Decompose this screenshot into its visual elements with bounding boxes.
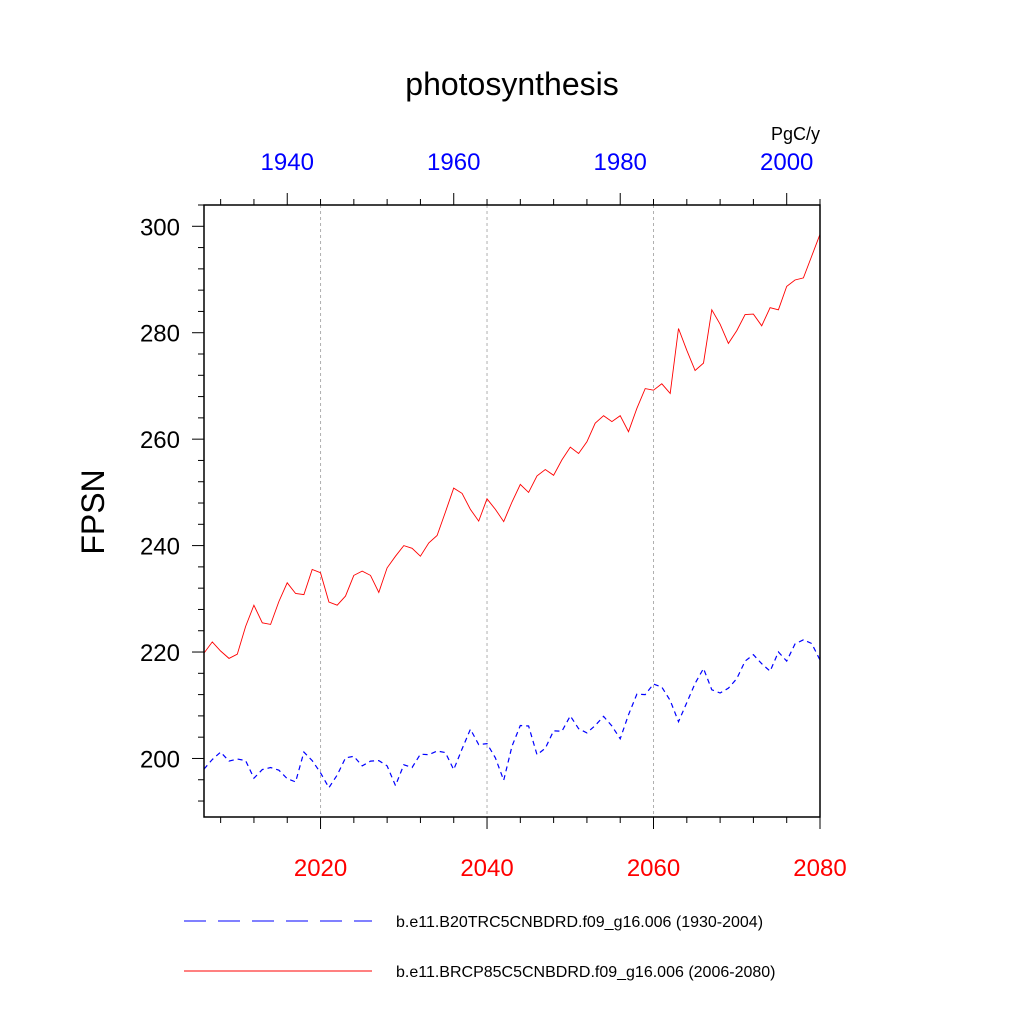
y-tick-label-280: 280	[140, 321, 180, 348]
plot-frame	[203, 204, 821, 818]
x-top-tick-label-2000: 2000	[760, 149, 813, 176]
x-bottom-tick-label-2080: 2080	[793, 855, 846, 882]
series-line-rcp85	[203, 234, 821, 659]
y-tick-label-220: 220	[140, 640, 180, 667]
units-label: PgC/y	[771, 124, 820, 144]
x-bottom-tick-label-2040: 2040	[460, 855, 513, 882]
y-tick-label-300: 300	[140, 214, 180, 241]
y-tick-label-200: 200	[140, 746, 180, 773]
x-top-tick-label-1960: 1960	[427, 149, 480, 176]
legend: b.e11.B20TRC5CNBDRD.f09_g16.006 (1930-20…	[184, 914, 775, 981]
legend-label-historical: b.e11.B20TRC5CNBDRD.f09_g16.006 (1930-20…	[396, 914, 763, 931]
y-tick-label-240: 240	[140, 534, 180, 561]
x-top-tick-label-1980: 1980	[594, 149, 647, 176]
series-lines	[203, 234, 821, 789]
y-axis-label: FPSN	[75, 469, 111, 554]
x-bottom-tick-label-2060: 2060	[627, 855, 680, 882]
chart-title: photosynthesis	[405, 66, 618, 102]
axis-ticks: 200 220 240 260 280 300 2020 2040 2060 2080 1940 19…	[140, 149, 847, 882]
x-top-tick-label-1940: 1940	[261, 149, 314, 176]
series-line-historical	[203, 639, 821, 789]
legend-label-rcp85: b.e11.BRCP85C5CNBDRD.f09_g16.006 (2006-2…	[396, 964, 775, 981]
gridlines	[320, 205, 655, 817]
x-bottom-tick-label-2020: 2020	[294, 855, 347, 882]
y-tick-label-260: 260	[140, 427, 180, 454]
